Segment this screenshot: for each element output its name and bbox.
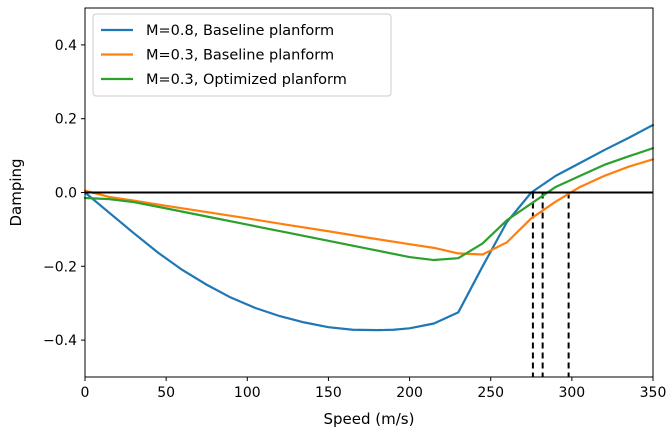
legend-label-2: M=0.3, Baseline planform: [146, 48, 334, 64]
series-line-1: [83, 123, 655, 332]
x-tick-label: 0: [81, 385, 90, 401]
y-tick-label: −0.2: [43, 259, 77, 275]
y-tick-label: 0.2: [55, 112, 77, 128]
axis-tick-group: 0 50 100 150 200 250 300 350 −0.4 −0.2 0.0 0.2 0.4: [43, 38, 666, 401]
series-line-3: [83, 147, 655, 262]
legend: M=0.8, Baseline planform M=0.3, Baseline …: [92, 13, 392, 97]
y-tick-label: −0.4: [43, 333, 77, 349]
y-tick-label: 0.4: [55, 38, 77, 54]
legend-box: [92, 13, 392, 97]
x-tick-label: 250: [477, 385, 504, 401]
x-tick-label: 350: [640, 385, 667, 401]
series-line-2: [83, 158, 655, 256]
x-tick-label: 100: [234, 385, 261, 401]
x-tick-label: 150: [315, 385, 342, 401]
legend-label-1: M=0.8, Baseline planform: [146, 23, 334, 39]
x-tick-label: 50: [157, 385, 175, 401]
y-axis-title: Damping: [7, 158, 25, 226]
x-tick-label: 300: [558, 385, 585, 401]
crossing-marker-group: [531, 192, 570, 377]
x-axis-title: Speed (m/s): [324, 410, 415, 428]
legend-label-3: M=0.3, Optimized planform: [146, 72, 347, 88]
y-tick-label: 0.0: [55, 186, 77, 202]
x-tick-label: 200: [396, 385, 423, 401]
series-group: [83, 123, 655, 332]
